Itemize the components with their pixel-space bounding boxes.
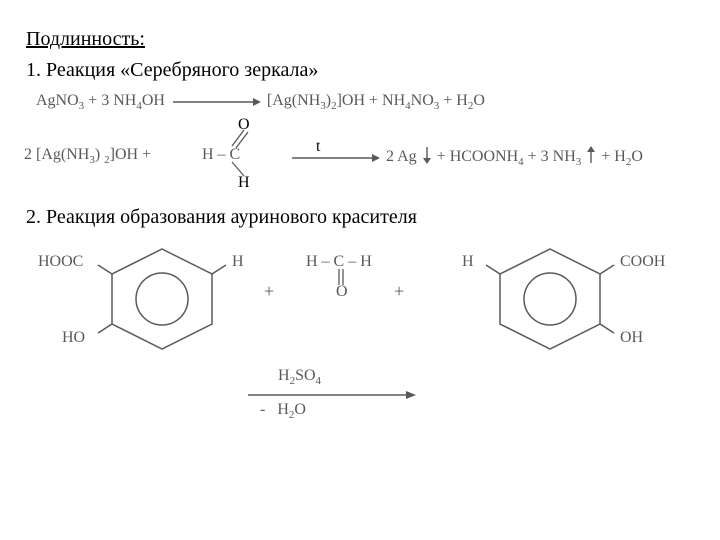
eq2-rhs-b: + HCOONH [437, 148, 518, 165]
byproduct-minus: - [260, 401, 265, 418]
subheading-1: 1. Реакция «Серебряного зеркала» [26, 59, 700, 82]
page-root: Подлинность: 1. Реакция «Серебряного зер… [0, 0, 720, 540]
eq1-rhs-f: O [473, 92, 485, 109]
eq2-rhs-e: O [631, 148, 643, 165]
arrow-icon [290, 140, 380, 176]
catalyst-sub2: 4 [316, 375, 322, 387]
left-ring-hooc: HOOC [38, 253, 83, 271]
eq2-lhs: 2 [Ag(NH3) 2]OH + [24, 146, 151, 166]
heading-authenticity: Подлинность: [26, 28, 700, 51]
eq2-rhs-c: + 3 NH [524, 148, 576, 165]
left-ring-h: H [232, 253, 244, 271]
eq1-rhs-d: NO [411, 92, 434, 109]
catalyst-h: H [278, 367, 290, 384]
eq1-agno: AgNO [36, 92, 79, 109]
reaction-2: HOOC H HO + H – C – H O + H COOH OH H2SO… [26, 237, 700, 437]
eq1-oh: OH [142, 92, 165, 109]
eq2-rhs: 2 Ag + HCOONH4 + 3 NH3 + H2O [386, 146, 643, 168]
left-ring-ho: HO [62, 329, 85, 347]
equation-2: 2 [Ag(NH3) 2]OH + O H – C H t 2 Ag [26, 118, 700, 196]
down-arrow-icon [421, 146, 433, 164]
benzene-left-icon [96, 243, 228, 353]
eq2-lhs-b: ) [95, 146, 104, 163]
eq2-rhs-c-sub: 3 [576, 156, 582, 168]
byproduct-o: O [294, 401, 306, 418]
eq1-rhs: [Ag(NH3)2]OH + NH4NO3 + H2O [267, 92, 485, 112]
right-ring-cooh: COOH [620, 253, 665, 271]
equation-1: AgNO3 + 3 NH4OH [Ag(NH3)2]OH + NH4NO3 + … [36, 92, 700, 112]
plus-2: + [394, 281, 404, 302]
eq1-rhs-a: [Ag(NH [267, 92, 320, 109]
eq1-nh: + 3 NH [84, 92, 136, 109]
benzene-right-icon [484, 243, 616, 353]
eq2-lhs-c: ]OH + [110, 146, 151, 163]
plus-1: + [264, 281, 274, 302]
eq1-lhs: AgNO3 + 3 NH4OH [36, 92, 165, 112]
eq2-rhs-ag: 2 Ag [386, 148, 417, 165]
byproduct-h: H [277, 401, 289, 418]
formald-bonds-icon [202, 118, 262, 190]
catalyst-so: SO [295, 367, 315, 384]
arrow-icon [171, 94, 261, 110]
eq1-rhs-e: + H [439, 92, 468, 109]
eq2-rhs-d: + H [601, 148, 626, 165]
catalyst-label: H2SO4 [278, 367, 321, 387]
eq2-lhs-a: 2 [Ag(NH [24, 146, 89, 163]
up-arrow-icon [585, 146, 597, 164]
subheading-2: 2. Реакция образования ауринового красит… [26, 206, 700, 229]
right-ring-oh: OH [620, 329, 643, 347]
byproduct-label: - H2O [260, 401, 306, 421]
center-o: O [336, 283, 348, 301]
right-ring-h: H [462, 253, 474, 271]
eq1-rhs-c: ]OH + NH [337, 92, 406, 109]
